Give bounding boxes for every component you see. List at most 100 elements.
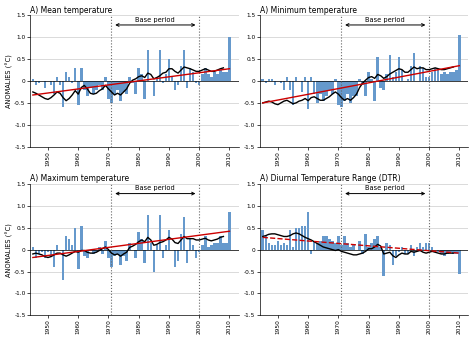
Bar bbox=[113, 250, 116, 256]
Bar bbox=[292, 248, 294, 250]
Bar bbox=[95, 250, 98, 252]
Bar bbox=[283, 243, 285, 250]
Bar bbox=[113, 81, 116, 94]
Bar bbox=[383, 81, 385, 90]
Bar bbox=[361, 250, 364, 254]
Bar bbox=[159, 50, 161, 81]
Bar bbox=[286, 245, 288, 250]
Bar bbox=[352, 81, 355, 96]
Bar bbox=[355, 81, 358, 96]
Bar bbox=[401, 70, 403, 81]
Bar bbox=[392, 250, 394, 265]
Bar bbox=[425, 243, 428, 250]
Bar bbox=[340, 245, 343, 250]
Bar bbox=[313, 241, 316, 250]
Bar bbox=[41, 250, 43, 252]
Bar bbox=[198, 250, 201, 252]
Bar bbox=[140, 239, 143, 250]
Bar bbox=[122, 81, 125, 92]
Bar bbox=[225, 243, 228, 250]
Bar bbox=[419, 243, 421, 250]
Bar bbox=[374, 81, 376, 101]
Bar bbox=[74, 68, 76, 81]
Bar bbox=[168, 59, 170, 81]
Bar bbox=[322, 81, 325, 101]
Bar bbox=[186, 250, 188, 263]
Bar bbox=[301, 225, 303, 250]
Text: Base period: Base period bbox=[136, 17, 175, 23]
Bar bbox=[273, 245, 276, 250]
Bar bbox=[98, 81, 100, 85]
Bar bbox=[328, 81, 330, 90]
Text: Base period: Base period bbox=[365, 17, 405, 23]
Bar bbox=[273, 81, 276, 85]
Bar bbox=[404, 250, 406, 254]
Bar bbox=[380, 81, 382, 88]
Bar bbox=[32, 248, 34, 250]
Bar bbox=[135, 81, 137, 94]
Bar bbox=[168, 230, 170, 250]
Bar bbox=[455, 70, 457, 81]
Bar bbox=[449, 250, 452, 252]
Bar bbox=[192, 245, 194, 250]
Bar bbox=[80, 68, 82, 81]
Bar bbox=[62, 250, 64, 280]
Text: Base period: Base period bbox=[136, 185, 175, 191]
Bar bbox=[367, 248, 370, 250]
Bar bbox=[56, 245, 58, 250]
Bar bbox=[277, 241, 279, 250]
Bar bbox=[144, 81, 146, 99]
Bar bbox=[174, 81, 176, 90]
Bar bbox=[385, 243, 388, 250]
Bar bbox=[425, 76, 428, 81]
Bar bbox=[95, 81, 98, 90]
Bar bbox=[358, 241, 361, 250]
Bar bbox=[35, 250, 37, 258]
Bar bbox=[146, 50, 149, 81]
Bar bbox=[128, 76, 131, 81]
Bar bbox=[74, 228, 76, 250]
Bar bbox=[137, 68, 140, 81]
Bar bbox=[358, 79, 361, 81]
Bar bbox=[47, 250, 49, 252]
Bar bbox=[107, 81, 110, 99]
Bar bbox=[310, 250, 312, 254]
Bar bbox=[222, 72, 225, 81]
Bar bbox=[116, 81, 119, 90]
Bar bbox=[304, 76, 306, 81]
Bar bbox=[434, 68, 437, 81]
Bar bbox=[37, 250, 40, 254]
Bar bbox=[443, 72, 446, 81]
Bar bbox=[343, 237, 346, 250]
Bar bbox=[431, 248, 433, 250]
Bar bbox=[80, 225, 82, 250]
Bar bbox=[428, 243, 430, 250]
Bar bbox=[413, 53, 415, 81]
Bar bbox=[301, 81, 303, 92]
Bar bbox=[431, 72, 433, 81]
Bar bbox=[389, 245, 391, 250]
Bar bbox=[44, 250, 46, 258]
Bar bbox=[110, 81, 113, 103]
Bar bbox=[422, 248, 424, 250]
Bar bbox=[349, 248, 352, 250]
Bar bbox=[210, 76, 213, 81]
Bar bbox=[219, 237, 222, 250]
Bar bbox=[319, 81, 321, 94]
Bar bbox=[104, 76, 107, 81]
Bar bbox=[262, 79, 264, 81]
Bar bbox=[452, 72, 455, 81]
Bar bbox=[380, 248, 382, 250]
Bar bbox=[125, 250, 128, 260]
Bar bbox=[262, 230, 264, 250]
Bar bbox=[104, 241, 107, 250]
Text: A) Maximum temperature: A) Maximum temperature bbox=[30, 174, 129, 183]
Bar bbox=[155, 245, 158, 250]
Bar bbox=[144, 250, 146, 263]
Bar bbox=[50, 250, 52, 256]
Bar bbox=[367, 72, 370, 81]
Bar bbox=[210, 245, 213, 250]
Bar bbox=[376, 57, 379, 81]
Bar bbox=[107, 250, 110, 258]
Bar bbox=[140, 74, 143, 81]
